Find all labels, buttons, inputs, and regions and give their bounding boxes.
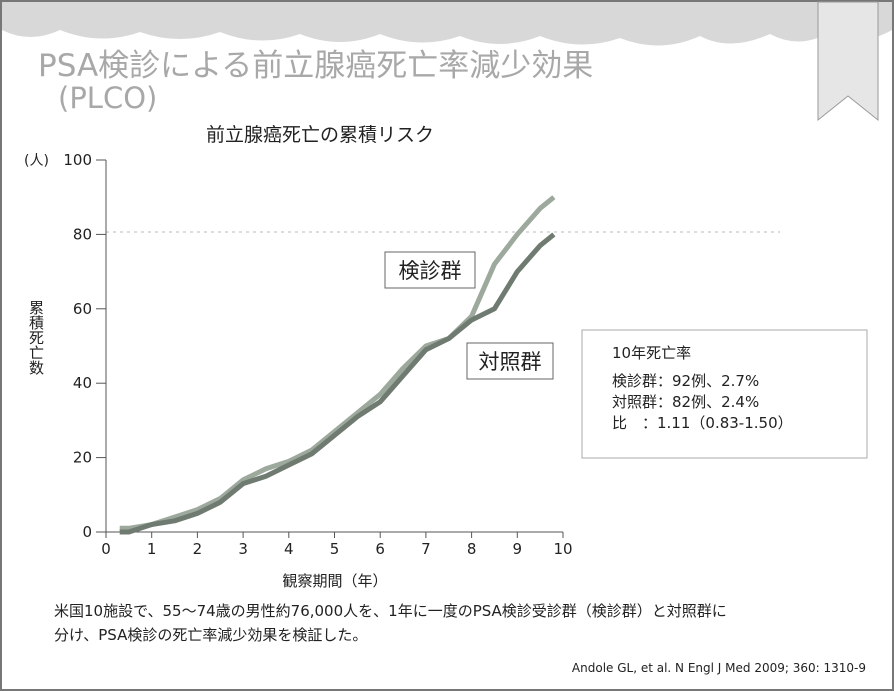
x-tick-label: 4 xyxy=(284,540,294,558)
y-tick-label: 0 xyxy=(82,523,92,541)
note-line: 分け、PSA検診の死亡率減少効果を検証した。 xyxy=(54,626,367,644)
x-tick-label: 1 xyxy=(147,540,157,558)
ribbon xyxy=(817,1,879,122)
slide-subtitle: (PLCO) xyxy=(58,81,157,115)
slide-title: PSA検診による前立腺癌死亡率減少効果 xyxy=(38,48,593,84)
y-tick-label: 100 xyxy=(63,151,92,169)
y-tick-label: 80 xyxy=(73,225,92,243)
info-box-line: 対照群：82例、2.4% xyxy=(612,393,759,411)
x-tick-label: 8 xyxy=(467,540,477,558)
x-tick-label: 10 xyxy=(553,540,572,558)
series-callout-box xyxy=(384,251,476,289)
series-callout-box xyxy=(466,342,554,380)
info-box-line: 比 ：1.11（0.83-1.50） xyxy=(612,414,793,432)
series-callout: 対照群 xyxy=(479,350,542,374)
x-tick-label: 3 xyxy=(238,540,248,558)
x-tick-label: 2 xyxy=(193,540,203,558)
y-tick-label: 60 xyxy=(73,300,92,318)
x-tick-label: 0 xyxy=(101,540,111,558)
x-tick-label: 5 xyxy=(330,540,340,558)
y-tick-label: 20 xyxy=(73,449,92,467)
note-line: 米国10施設で、55～74歳の男性約76,000人を、1年に一度のPSA検診受診… xyxy=(54,602,727,620)
series-line xyxy=(119,195,556,531)
citation: Andole GL, et al. N Engl J Med 2009; 360… xyxy=(572,661,866,675)
cloud-banner xyxy=(2,2,892,46)
series-callout: 検診群 xyxy=(399,259,462,283)
y-tick-label: 40 xyxy=(73,374,92,392)
y-unit: (人) xyxy=(24,153,49,169)
y-axis-label: 累積死亡数 xyxy=(27,300,45,375)
info-box-line: 検診群：92例、2.7% xyxy=(612,372,759,390)
info-box-title: 10年死亡率 xyxy=(612,344,691,362)
series-line xyxy=(119,232,556,535)
x-tick-label: 6 xyxy=(375,540,385,558)
chart-title: 前立腺癌死亡の累積リスク xyxy=(206,124,434,146)
x-axis-label: 観察期間（年） xyxy=(282,572,387,590)
x-tick-label: 9 xyxy=(513,540,523,558)
x-tick-label: 7 xyxy=(421,540,431,558)
info-box xyxy=(581,329,868,459)
